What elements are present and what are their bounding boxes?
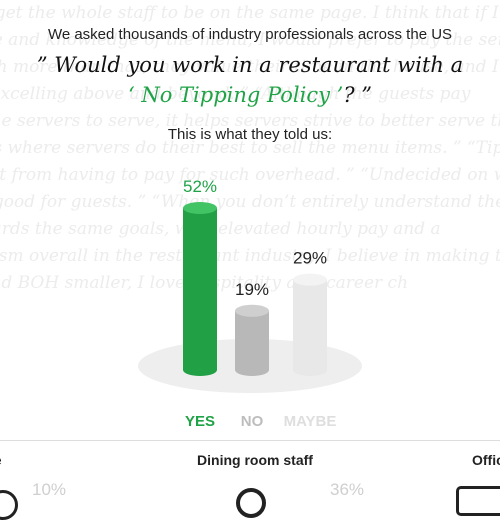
tab-office[interactable]: Offic [472, 452, 500, 468]
category-label-no: NO [241, 413, 264, 430]
chef-hat-icon [0, 490, 18, 520]
bar-maybe [293, 279, 327, 370]
bottom-percent-right: 36% [330, 480, 365, 499]
dining-staff-icon [236, 488, 266, 518]
bar-base-maybe [293, 364, 327, 376]
data-label-no: 19% [235, 280, 269, 299]
question-close: ? ” [343, 83, 372, 107]
question-open: ” Would you work in a restaurant with a [36, 53, 464, 77]
category-label-yes: YES [185, 413, 215, 430]
bar-cap-yes [183, 202, 217, 214]
category-label-maybe: MAYBE [284, 413, 337, 430]
office-monitor-icon [456, 486, 500, 516]
intro-text: We asked thousands of industry professio… [47, 26, 453, 43]
tab-left[interactable]: se [0, 452, 2, 468]
bar-cap-no [235, 304, 269, 317]
bars-group: 52% YES 19% NO 29% MAYBE [183, 177, 336, 430]
tab-dining-room-staff[interactable]: Dining room staff [197, 452, 313, 468]
policy-name: ‘ No Tipping Policy ’ [127, 83, 344, 107]
bar-no [235, 310, 269, 370]
survey-question: ” Would you work in a restaurant with a … [0, 50, 500, 110]
data-label-maybe: 29% [293, 249, 327, 268]
bar-cap-maybe [293, 273, 327, 286]
chart-subtitle: This is what they told us: [167, 126, 333, 143]
bar-base-yes [183, 364, 217, 376]
bottom-percent-left: 10% [32, 480, 67, 499]
data-label-yes: 52% [183, 177, 217, 196]
bar-base-no [235, 364, 269, 376]
bar-yes [183, 208, 217, 370]
bottom-divider [0, 440, 500, 441]
bar-chart: 52% YES 19% NO 29% MAYBE [138, 177, 362, 430]
